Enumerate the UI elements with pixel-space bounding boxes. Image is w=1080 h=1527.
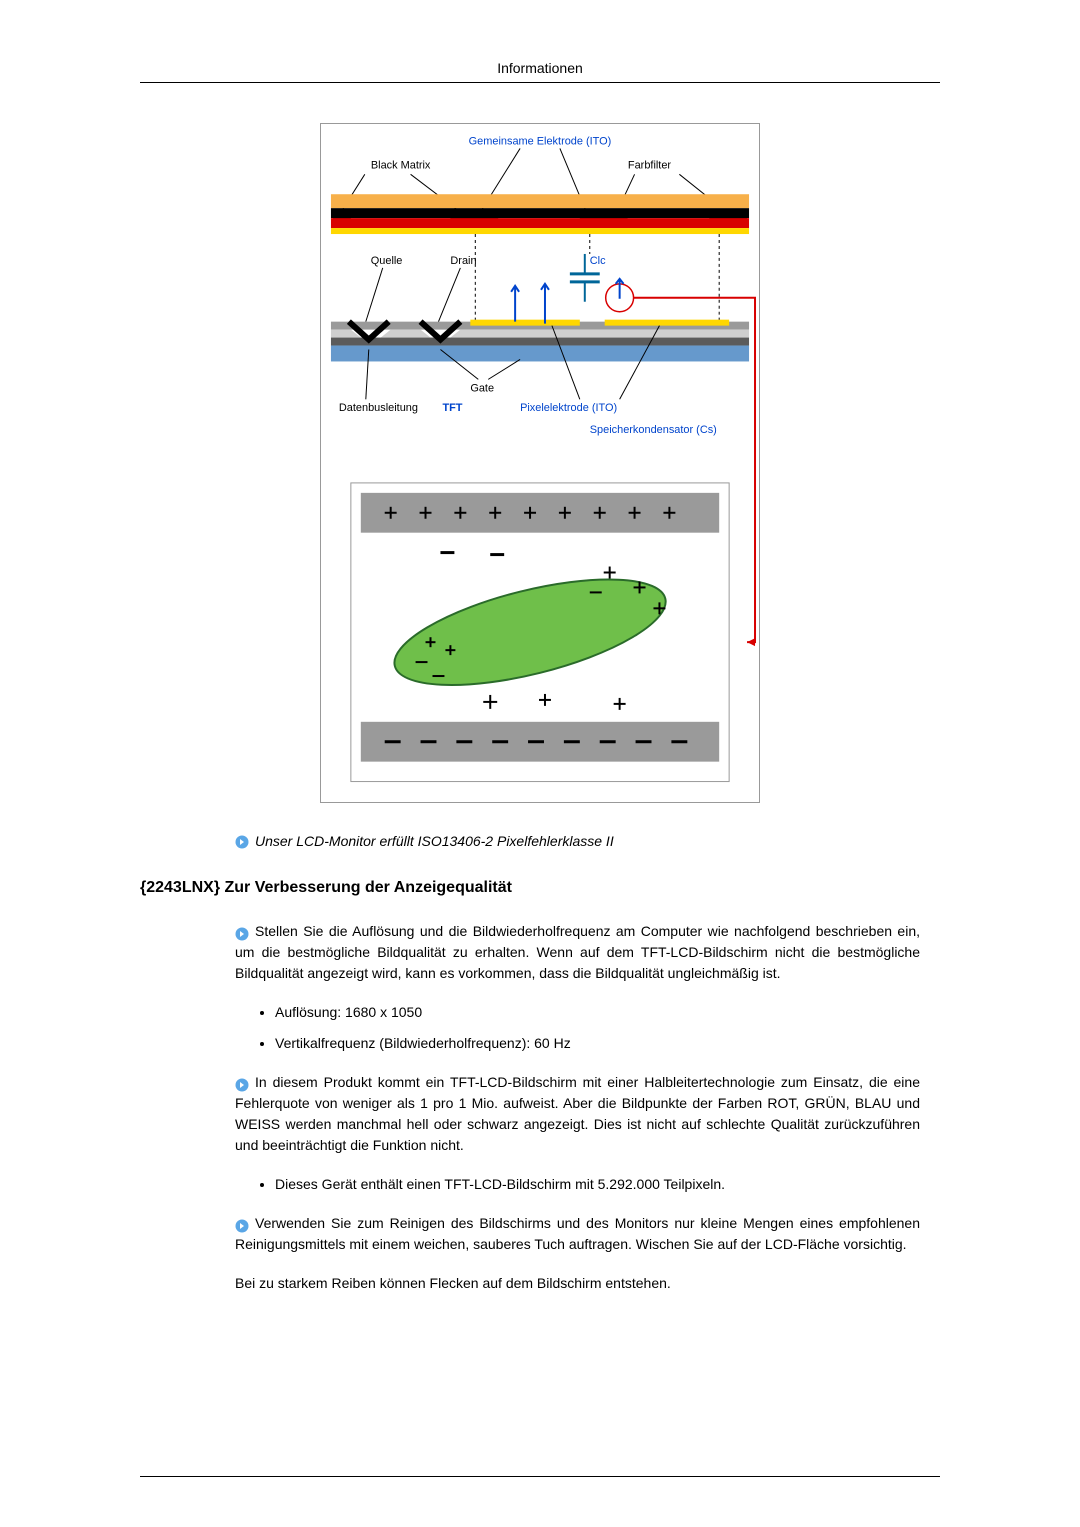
iso-note-text: Unser LCD-Monitor erfüllt ISO13406-2 Pix…: [255, 833, 614, 849]
diagram-container: Gemeinsame Elektrode (ITO) Black Matrix …: [140, 123, 940, 803]
arrow-bullet-icon: [235, 926, 249, 940]
section-body: Stellen Sie die Auflösung und die Bildwi…: [235, 921, 920, 1294]
section-heading: {2243LNX} Zur Verbesserung der Anzeigequ…: [140, 879, 940, 897]
svg-text:Quelle: Quelle: [371, 255, 403, 267]
list-item: Dieses Gerät enthält einen TFT-LCD-Bilds…: [275, 1174, 920, 1195]
svg-text:Speicherkondensator (Cs): Speicherkondensator (Cs): [590, 424, 717, 436]
svg-text:Datenbusleitung: Datenbusleitung: [339, 402, 418, 414]
paragraph-2-text: In diesem Produkt kommt ein TFT-LCD-Bild…: [235, 1074, 920, 1153]
svg-text:Gate: Gate: [470, 382, 494, 394]
svg-text:TFT: TFT: [442, 402, 462, 414]
iso-note: Unser LCD-Monitor erfüllt ISO13406-2 Pix…: [235, 833, 920, 849]
arrow-bullet-icon: [235, 835, 249, 849]
list-item: Auflösung: 1680 x 1050: [275, 1002, 920, 1023]
tft-lcd-diagram: Gemeinsame Elektrode (ITO) Black Matrix …: [320, 123, 760, 803]
svg-text:Clc: Clc: [590, 255, 606, 267]
header-rule: [140, 82, 940, 83]
content-block: Unser LCD-Monitor erfüllt ISO13406-2 Pix…: [235, 833, 920, 849]
page: Informationen Gemeinsame Elektrode (ITO)…: [0, 0, 1080, 1372]
paragraph-2: In diesem Produkt kommt ein TFT-LCD-Bild…: [235, 1072, 920, 1156]
paragraph-3-text: Verwenden Sie zum Reinigen des Bildschir…: [235, 1215, 920, 1252]
paragraph-3: Verwenden Sie zum Reinigen des Bildschir…: [235, 1213, 920, 1255]
paragraph-1-text: Stellen Sie die Auflösung und die Bildwi…: [235, 923, 920, 981]
paragraph-4: Bei zu starkem Reiben können Flecken auf…: [235, 1273, 920, 1294]
svg-text:Pixelelektrode (ITO): Pixelelektrode (ITO): [520, 402, 617, 414]
paragraph-1: Stellen Sie die Auflösung und die Bildwi…: [235, 921, 920, 984]
svg-text:Black Matrix: Black Matrix: [371, 159, 431, 171]
svg-text:Farbfilter: Farbfilter: [628, 159, 672, 171]
svg-text:Gemeinsame Elektrode (ITO): Gemeinsame Elektrode (ITO): [469, 135, 612, 147]
svg-text:Drain: Drain: [450, 255, 476, 267]
arrow-bullet-icon: [235, 1077, 249, 1091]
footer-rule: [140, 1476, 940, 1477]
list-item: Vertikalfrequenz (Bildwiederholfrequenz)…: [275, 1033, 920, 1054]
bullet-list-1: Auflösung: 1680 x 1050 Vertikalfrequenz …: [275, 1002, 920, 1054]
bullet-list-2: Dieses Gerät enthält einen TFT-LCD-Bilds…: [275, 1174, 920, 1195]
page-header-title: Informationen: [140, 60, 940, 76]
arrow-bullet-icon: [235, 1218, 249, 1232]
